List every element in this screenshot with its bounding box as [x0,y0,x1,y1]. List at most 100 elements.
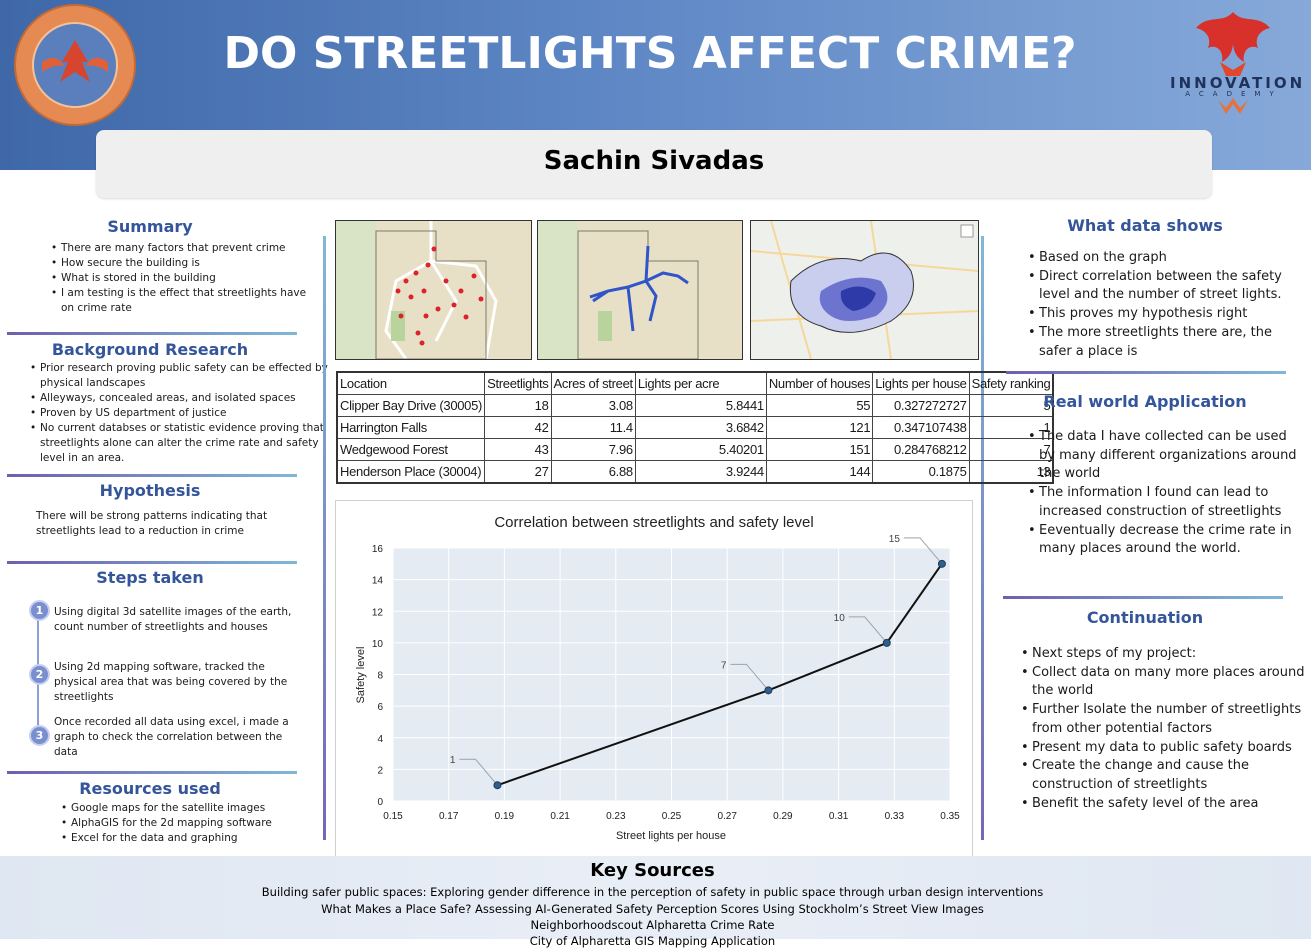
data-label: 1 [450,755,456,766]
table-cell: 3.9244 [634,460,767,484]
hypothesis-text: There will be strong patterns indicating… [36,510,268,537]
data-label: 7 [721,660,727,671]
step-number-3: 3 [29,725,50,746]
list-item: AlphaGIS for the 2d mapping software [61,816,311,831]
divider [1003,596,1283,599]
table-cell: 3.08 [550,394,636,417]
table-cell: 27 [484,460,552,484]
innovation-logo-text: INNOVATION [1170,74,1306,92]
table-cell: 144 [765,460,874,484]
crime-heat-map [750,220,979,360]
x-tick-label: 0.23 [606,811,626,822]
steps-heading: Steps taken [96,568,204,587]
list-item: Google maps for the satellite images [61,801,311,816]
list-item: Next steps of my project: [1021,645,1308,664]
right-column-divider [981,236,984,840]
background-list: Prior research proving public safety can… [26,361,332,466]
y-tick-label: 12 [372,607,384,618]
continuation-heading: Continuation [1086,608,1204,627]
table-cell: 121 [765,416,874,439]
list-item: I am testing is the effect that streetli… [51,286,311,316]
x-tick-label: 0.15 [383,811,403,822]
list-item: Alleyways, concealed areas, and isolated… [30,391,332,406]
x-tick-label: 0.27 [717,811,737,822]
list-item: Present my data to public safety boards [1021,739,1308,758]
x-tick-label: 0.29 [773,811,793,822]
table-header-cell: Lights per acre [634,371,767,395]
what-data-shows-list: Based on the graph Direct correlation be… [1025,249,1301,361]
step-number-1: 1 [29,600,50,621]
x-axis-label: Street lights per house [616,830,726,842]
table-cell: Clipper Bay Drive (30005) [336,394,486,417]
x-tick-label: 0.21 [550,811,570,822]
hypothesis-heading: Hypothesis [99,481,201,500]
source-item: City of Alpharetta GIS Mapping Applicati… [529,934,776,948]
source-item: Neighborhoodscout Alpharetta Crime Rate [530,918,775,932]
divider [7,771,297,774]
summary-list: There are many factors that prevent crim… [47,241,311,316]
table-header-cell: Streetlights [484,371,552,395]
table-cell: 3.6842 [634,416,767,439]
list-item: How secure the building is [51,256,311,271]
data-point [493,781,502,790]
y-tick-label: 16 [372,544,384,555]
source-item: What Makes a Place Safe? Assessing AI-Ge… [321,902,984,916]
divider [1006,371,1286,374]
list-item: Create the change and cause the construc… [1021,757,1308,794]
author-bar: Sachin Sivadas [96,130,1212,198]
key-sources-heading: Key Sources [590,860,715,881]
table-cell: 6.88 [550,460,636,484]
y-tick-label: 4 [377,734,383,745]
table-cell: 7.96 [550,438,636,461]
source-item: Building safer public spaces: Exploring … [261,885,1044,899]
satellite-map-streetlights [335,220,532,360]
table-cell: 151 [765,438,874,461]
series-line [497,563,943,787]
table-header-row: Location Streetlights Acres of street Li… [336,371,1054,395]
label-leader [459,758,498,786]
list-item: Based on the graph [1028,249,1301,268]
coverage-map-image [538,221,742,359]
table-cell: 11.4 [550,416,636,439]
data-label: 10 [834,613,846,624]
x-tick-label: 0.19 [495,811,515,822]
data-point [764,686,773,695]
table-cell: 0.347107438 [872,416,970,439]
footer-sources: Key Sources Building safer public spaces… [0,856,1311,948]
step-text-1: Using digital 3d satellite images of the… [54,606,292,633]
list-item: Benefit the safety level of the area [1021,795,1308,814]
table-cell: 0.284768212 [872,438,970,461]
innovation-academy-logo [1196,12,1270,114]
table-header-cell: Acres of street [550,371,636,395]
table-header-cell: Location [336,371,486,395]
table-cell: 5.40201 [634,438,767,461]
data-label: 15 [889,534,901,545]
label-leader [903,537,943,565]
table-row: Wedgewood Forest 43 7.96 5.40201 151 0.2… [336,438,1054,461]
list-item: What is stored in the building [51,271,311,286]
pinnacle-project-logo [14,4,136,126]
list-item: Further Isolate the number of streetligh… [1021,701,1308,738]
table-row: Clipper Bay Drive (30005) 18 3.08 5.8441… [336,394,1054,417]
list-item: The information I found can lead to incr… [1028,484,1301,521]
table-cell: 0.1875 [872,460,970,484]
table-cell: 0.327272727 [872,394,970,417]
list-item: Prior research proving public safety can… [30,361,332,391]
list-item: The more streetlights there are, the saf… [1028,324,1301,361]
table-cell: Wedgewood Forest [336,438,486,461]
list-item: Collect data on many more places around … [1021,664,1308,701]
list-item: No current databses or statistic evidenc… [30,421,332,466]
background-heading: Background Research [51,340,249,359]
real-world-list: The data I have collected can be used by… [1025,428,1301,559]
table-row: Harrington Falls 42 11.4 3.6842 121 0.34… [336,416,1054,439]
correlation-chart: 0 2 4 6 8 10 12 14 16 0.15 0.17 0.19 0.21 0.23 0.25 0.2… [355,514,960,842]
table-header-cell: Number of houses [765,371,874,395]
crime-map-image [751,221,978,359]
real-world-heading: Real world Application [1043,392,1247,411]
y-tick-label: 0 [377,797,383,808]
step-text-3: Once recorded all data using excel, i ma… [54,716,289,758]
what-data-shows-heading: What data shows [1067,216,1223,235]
left-column-divider [323,236,326,840]
2d-map-coverage [537,220,743,360]
list-item: This proves my hypothesis right [1028,305,1301,324]
